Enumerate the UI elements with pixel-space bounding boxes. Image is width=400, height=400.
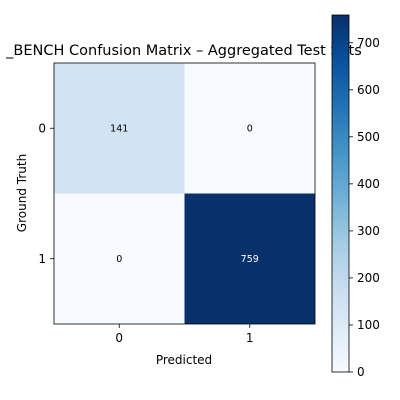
cell-value-label: 759 bbox=[241, 254, 259, 265]
cell-value-label: 0 bbox=[116, 254, 122, 265]
x-tick-label: 0 bbox=[115, 331, 123, 345]
cell-value-label: 0 bbox=[247, 123, 253, 134]
y-axis-ticks: 01 bbox=[38, 121, 54, 266]
colorbar-tick-label: 400 bbox=[357, 177, 380, 191]
colorbar-tick-label: 0 bbox=[357, 365, 365, 379]
y-axis-label: Ground Truth bbox=[15, 154, 29, 232]
y-tick-label: 1 bbox=[38, 252, 46, 266]
cell-value-label: 141 bbox=[110, 123, 128, 134]
y-tick-label: 0 bbox=[38, 121, 46, 135]
heatmap-cells bbox=[54, 63, 315, 324]
colorbar bbox=[332, 15, 349, 372]
x-axis-label: Predicted bbox=[156, 353, 212, 367]
colorbar-tick-label: 700 bbox=[357, 36, 380, 50]
colorbar-tick-label: 200 bbox=[357, 271, 380, 285]
colorbar-ticks: 0 100 200 300 400 500 600 700 bbox=[349, 36, 380, 379]
colorbar-tick-label: 300 bbox=[357, 224, 380, 238]
colorbar-tick-label: 500 bbox=[357, 130, 380, 144]
x-tick-label: 1 bbox=[246, 331, 254, 345]
colorbar-tick-label: 600 bbox=[357, 83, 380, 97]
colorbar-tick-label: 100 bbox=[357, 318, 380, 332]
chart-title: _BENCH Confusion Matrix – Aggregated Tes… bbox=[5, 43, 362, 59]
